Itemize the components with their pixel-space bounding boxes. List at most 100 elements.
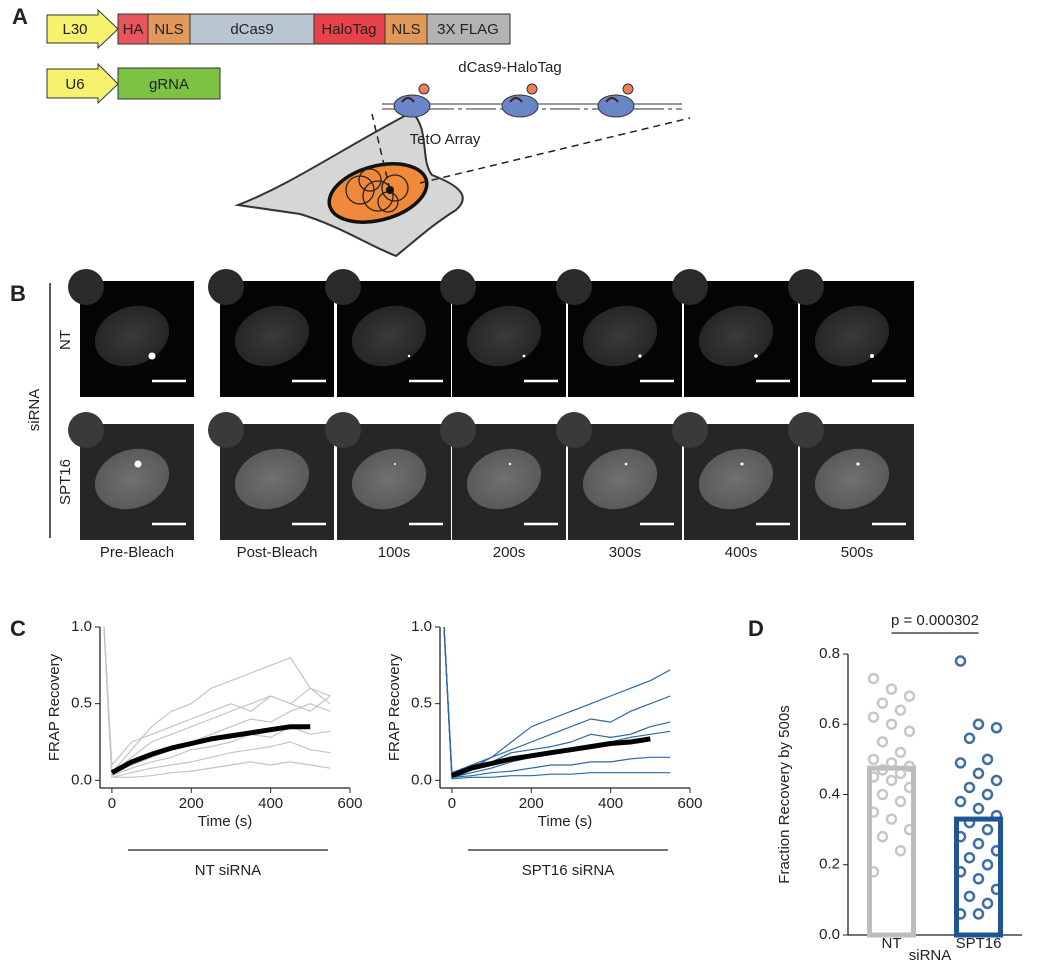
data-point: [981, 897, 994, 910]
locus: [740, 462, 744, 466]
y-tick-label: 0.8: [819, 645, 840, 662]
x-tick-label: 200: [179, 795, 204, 812]
x-tick-label: 0: [108, 795, 116, 812]
data-point: [981, 859, 994, 871]
data-point: [972, 873, 985, 885]
data-point: [867, 711, 880, 723]
data-point: [867, 806, 880, 818]
trace-line: [443, 626, 671, 780]
locus: [394, 463, 396, 465]
x-tick-label: 600: [677, 795, 702, 812]
locus: [856, 462, 860, 466]
data-point: [867, 771, 880, 783]
annotation: p = 0.000302: [891, 612, 979, 629]
trace-line: [103, 626, 331, 778]
data-point: [876, 830, 889, 843]
mean-line: [451, 736, 651, 779]
locus: [870, 354, 874, 358]
data-point: [876, 697, 889, 709]
data-point: [867, 672, 880, 685]
y-tick-label: 0.6: [819, 715, 840, 732]
cell-cartoon: [234, 83, 691, 258]
trace-line: [103, 626, 331, 778]
data-point: [894, 795, 907, 808]
data-point: [990, 809, 1003, 822]
data-point: [885, 774, 898, 787]
domain: dCas9: [230, 21, 273, 38]
x-axis-label: Time (s): [198, 813, 252, 830]
panel-label: A: [12, 4, 28, 29]
neighbor-cell: [672, 412, 708, 448]
panel-label: C: [10, 616, 26, 641]
group-label: SPT16 siRNA: [522, 862, 615, 879]
data-point: [894, 767, 907, 780]
data-point: [981, 788, 994, 801]
neighbor-cell: [556, 269, 592, 305]
mean-line: [110, 724, 311, 775]
x-tick-label: SPT16: [956, 935, 1002, 952]
neighbor-cell: [440, 412, 476, 448]
y-tick-label: 0.4: [819, 785, 840, 802]
y-tick-label: 1.0: [71, 618, 92, 635]
neighbor-cell: [556, 412, 592, 448]
data-point: [894, 746, 907, 759]
array-label: TetO Array: [410, 131, 481, 148]
timepoint-label: Pre-Bleach: [100, 544, 174, 561]
data-point: [963, 732, 976, 745]
panel-label: B: [10, 281, 26, 306]
timepoint-label: 400s: [725, 544, 758, 561]
x-tick-label: NT: [882, 935, 902, 952]
trace-line: [103, 626, 331, 774]
trace-line: [443, 626, 671, 778]
locus: [754, 354, 758, 358]
x-tick-label: 200: [519, 795, 544, 812]
locus: [407, 354, 411, 358]
y-tick-label: 1.0: [411, 618, 432, 635]
neighbor-cell: [788, 269, 824, 305]
x-tick-label: 400: [258, 795, 283, 812]
row-label: NT: [57, 330, 74, 350]
domain: HaloTag: [321, 21, 376, 38]
timepoint-label: 500s: [841, 544, 874, 561]
data-point: [867, 753, 880, 766]
nucleus: [94, 305, 170, 367]
nucleus: [582, 448, 658, 510]
nucleus: [351, 448, 427, 510]
data-point: [981, 753, 994, 766]
y-tick-label: 0.0: [71, 771, 92, 788]
y-tick-label: 0.0: [411, 771, 432, 788]
data-point: [885, 718, 898, 730]
data-point: [954, 795, 967, 808]
nucleus: [351, 305, 427, 367]
data-point: [894, 704, 907, 716]
data-point: [972, 837, 985, 850]
promoter: L30: [62, 21, 87, 38]
data-point: [885, 683, 898, 695]
trace-line: [443, 626, 671, 778]
data-point: [876, 788, 889, 801]
nucleus: [814, 448, 890, 510]
data-point: [972, 718, 985, 730]
data-point: [876, 764, 889, 776]
data-point: [963, 890, 976, 903]
domain: HA: [123, 21, 144, 38]
locus: [148, 352, 156, 360]
trace-line: [103, 626, 331, 777]
data-point: [903, 690, 916, 702]
timepoint-label: 300s: [609, 544, 642, 561]
neighbor-cell: [440, 269, 476, 305]
data-point: [990, 883, 1003, 896]
data-point: [963, 781, 976, 794]
neighbor-cell: [325, 269, 361, 305]
neighbor-cell: [672, 269, 708, 305]
y-tick-label: 0.2: [819, 856, 840, 873]
group-label: NT siRNA: [195, 862, 261, 879]
x-axis-label: Time (s): [538, 813, 592, 830]
neighbor-cell: [208, 412, 244, 448]
domain: NLS: [154, 21, 183, 38]
protein-label: dCas9-HaloTag: [458, 59, 561, 76]
trace-line: [443, 626, 671, 775]
data-point: [903, 725, 916, 738]
data-point: [954, 908, 967, 920]
nucleus: [466, 305, 542, 367]
